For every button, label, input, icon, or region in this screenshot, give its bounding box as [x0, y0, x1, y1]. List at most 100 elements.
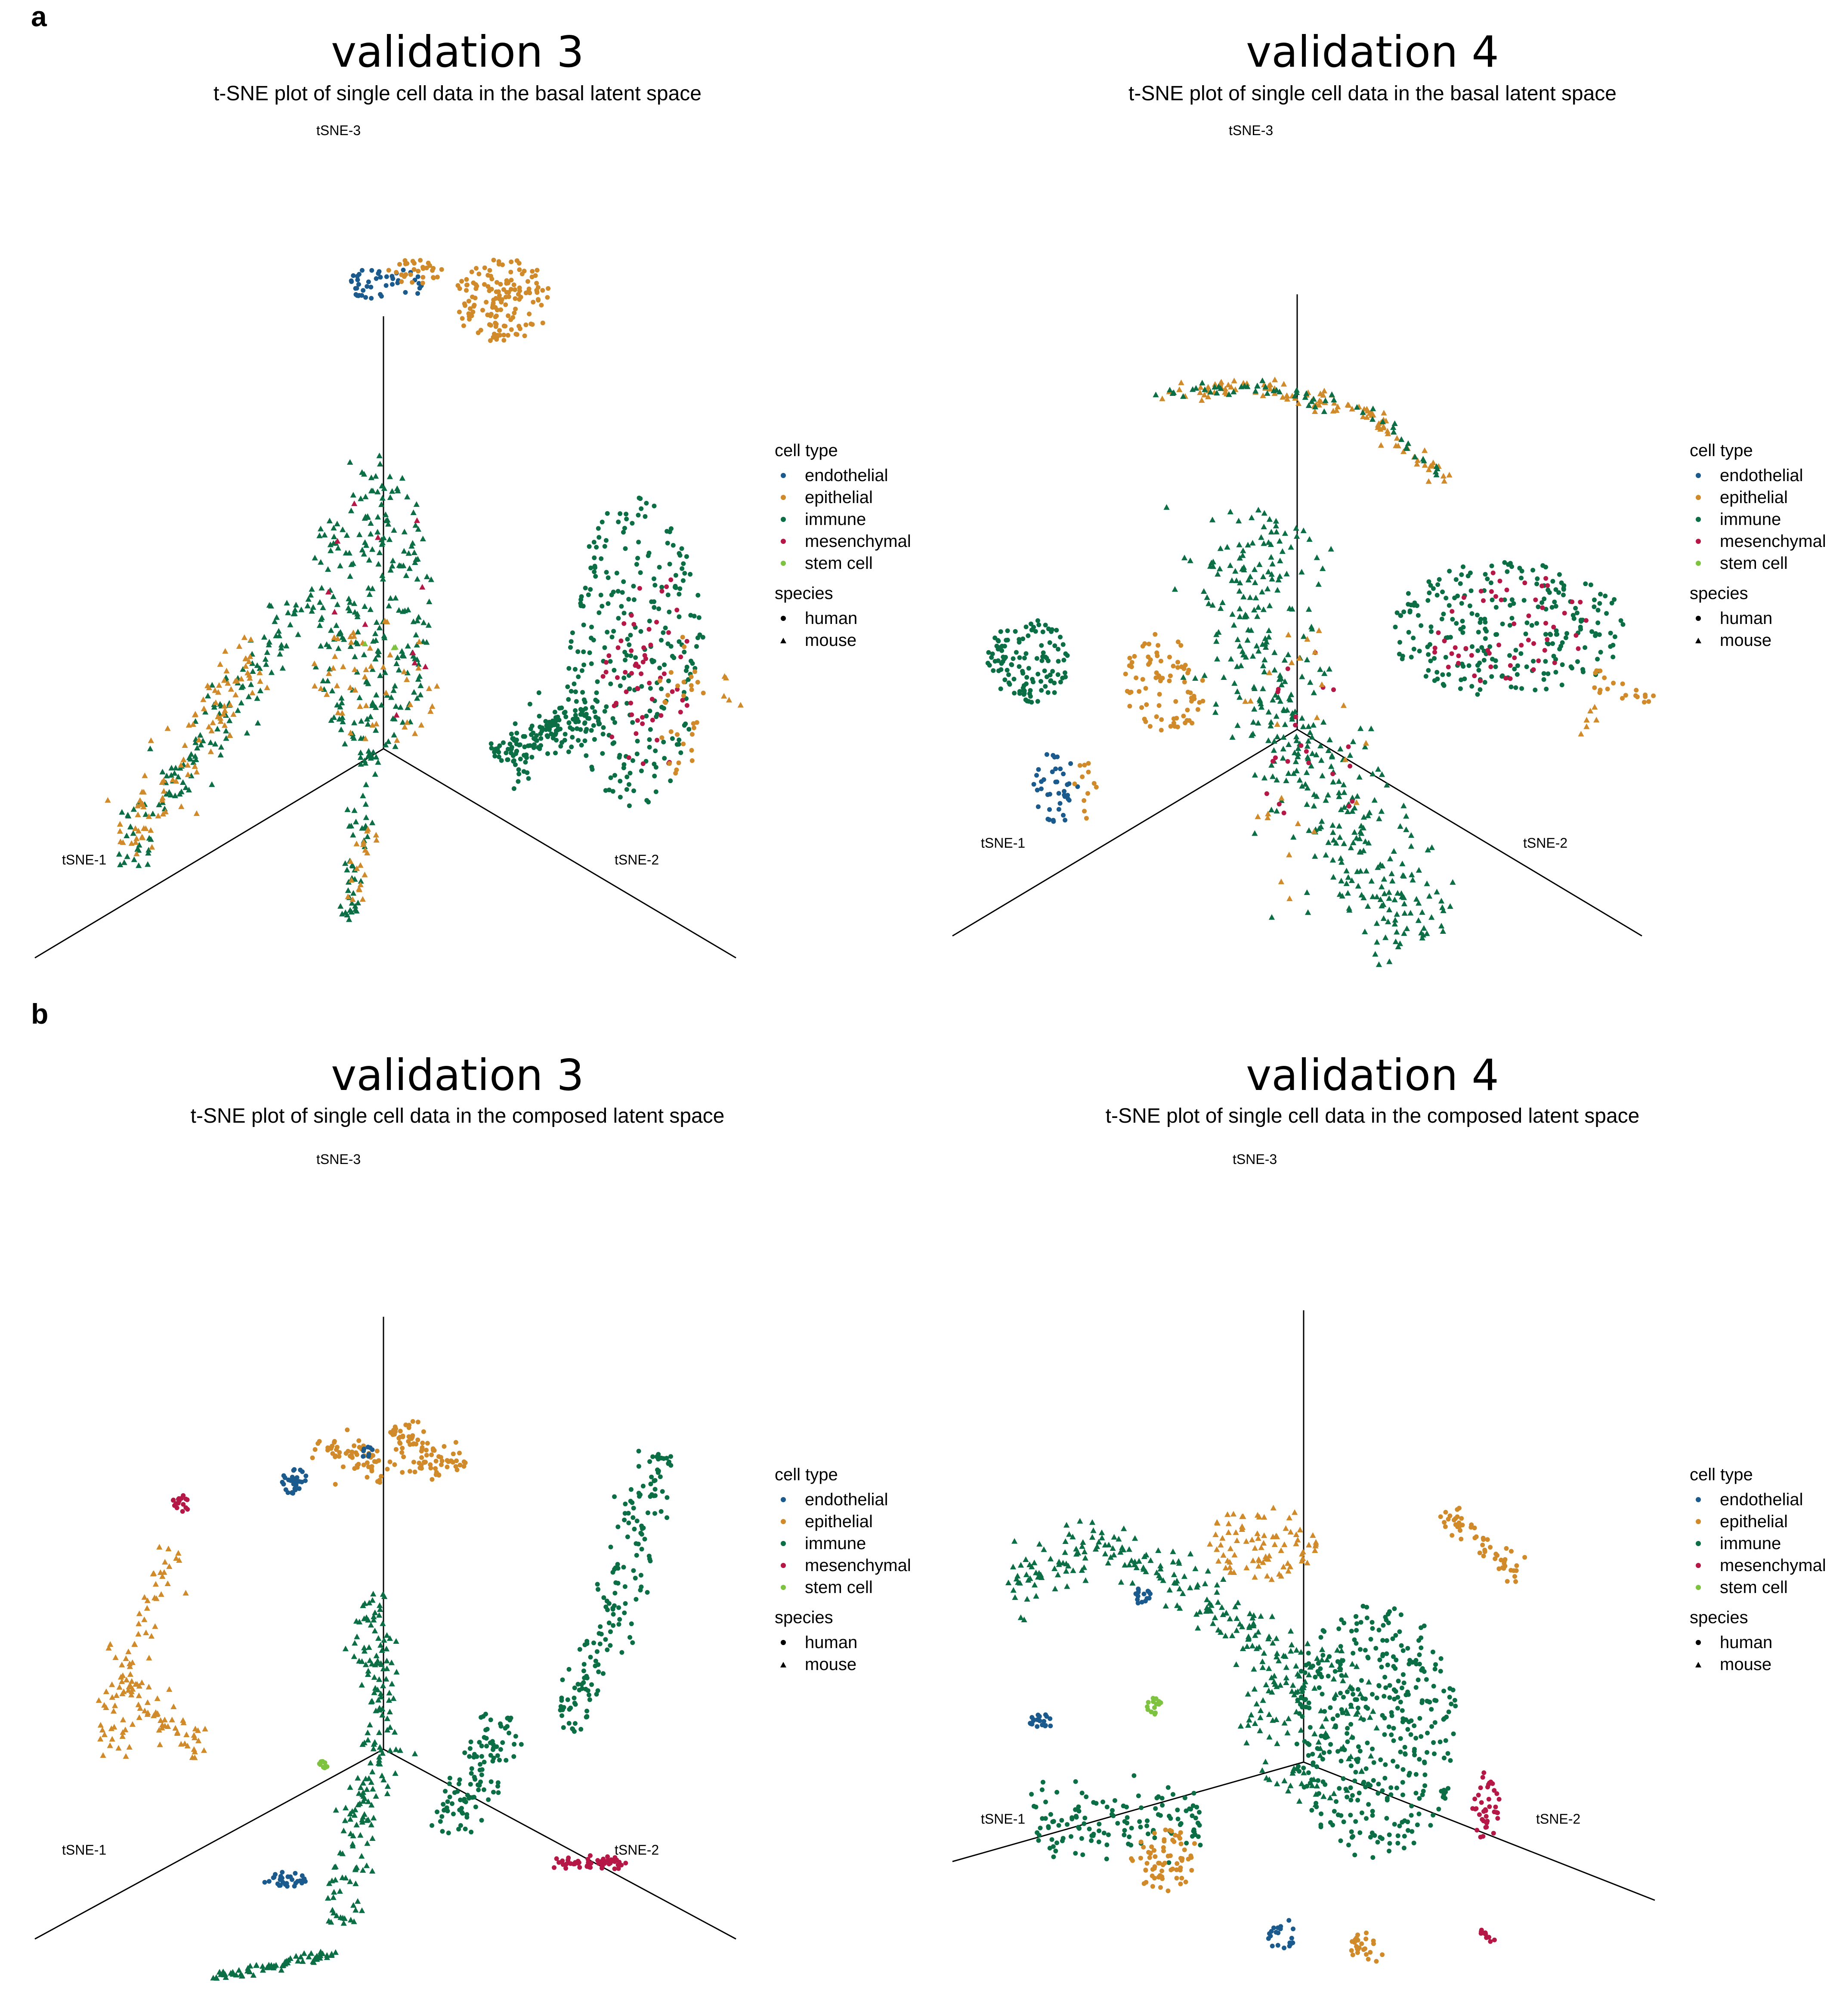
data-point	[144, 1699, 151, 1705]
data-point	[1104, 1804, 1110, 1809]
data-point	[604, 704, 609, 709]
data-point	[1264, 1573, 1270, 1579]
data-point	[584, 753, 589, 758]
data-point	[386, 1708, 393, 1715]
data-point	[1047, 640, 1052, 645]
data-point	[1485, 1537, 1490, 1542]
data-point	[388, 1430, 393, 1435]
data-point	[1268, 571, 1275, 577]
data-point	[295, 1957, 301, 1964]
panel-label-a: a	[31, 0, 47, 32]
data-point	[1304, 743, 1311, 749]
data-point	[1517, 565, 1522, 571]
data-point	[1187, 1584, 1193, 1590]
data-point	[526, 743, 531, 748]
data-point	[349, 1452, 354, 1457]
data-point	[1514, 1568, 1519, 1573]
data-point	[1511, 601, 1516, 606]
data-point	[1273, 1654, 1280, 1660]
data-point	[170, 1703, 177, 1709]
cluster-immune-mouse	[210, 1948, 339, 1981]
data-point	[623, 546, 628, 551]
data-point	[335, 545, 341, 551]
cluster-mesenchymal-human	[170, 1493, 190, 1514]
data-point	[666, 630, 671, 635]
data-point	[195, 1738, 202, 1744]
data-point	[458, 1463, 463, 1468]
chart-title: validation 3	[331, 1050, 584, 1100]
data-point	[1302, 781, 1309, 787]
data-point	[1363, 1936, 1369, 1942]
data-point	[1441, 682, 1446, 687]
data-point	[1405, 1727, 1410, 1732]
data-point	[1570, 599, 1575, 605]
data-point	[1245, 1722, 1252, 1728]
data-point	[1322, 397, 1329, 403]
legend-label: mouse	[1720, 631, 1772, 650]
data-point	[1034, 773, 1039, 778]
data-point	[361, 651, 367, 658]
data-point	[1131, 1535, 1138, 1541]
data-point	[623, 1601, 628, 1606]
data-point	[1178, 1830, 1183, 1835]
data-point	[648, 686, 653, 691]
data-point	[374, 528, 381, 535]
data-point	[1360, 413, 1366, 420]
data-point	[384, 618, 390, 624]
legend-marker	[1696, 1497, 1701, 1502]
triangle-marker-icon	[780, 638, 786, 643]
data-point	[363, 814, 369, 820]
data-point	[1336, 823, 1342, 829]
data-point	[368, 284, 374, 290]
data-point	[1281, 1720, 1288, 1726]
data-point	[490, 1759, 495, 1764]
data-point	[522, 333, 527, 338]
data-point	[535, 297, 541, 302]
data-point	[354, 1633, 360, 1639]
data-point	[1438, 1656, 1444, 1661]
data-point	[381, 634, 388, 640]
data-point	[331, 525, 337, 531]
data-point	[525, 279, 530, 284]
data-point	[1155, 1547, 1162, 1553]
data-point	[119, 1661, 125, 1667]
data-point	[1205, 1568, 1211, 1574]
data-point	[175, 774, 182, 780]
data-point	[354, 613, 361, 619]
data-point	[678, 655, 683, 660]
data-point	[1193, 1584, 1200, 1590]
data-point	[284, 1881, 289, 1886]
data-point	[1241, 567, 1247, 573]
data-point	[1419, 623, 1424, 628]
data-point	[1320, 565, 1326, 571]
data-point	[1447, 568, 1452, 574]
data-point	[1403, 1751, 1408, 1756]
data-point	[675, 683, 680, 688]
triangle-marker-icon	[1695, 1662, 1701, 1667]
data-point	[1003, 655, 1008, 660]
data-point	[285, 1490, 291, 1495]
data-point	[1374, 1959, 1379, 1964]
data-point	[412, 559, 418, 565]
data-point	[337, 704, 343, 710]
data-point	[631, 597, 637, 602]
data-point	[624, 653, 629, 658]
data-point	[657, 678, 662, 683]
data-point	[553, 731, 558, 736]
data-point	[1073, 1551, 1080, 1557]
data-point	[352, 1640, 358, 1646]
data-point	[1335, 1713, 1340, 1718]
data-point	[1220, 1552, 1227, 1558]
data-point	[488, 323, 493, 328]
data-point	[619, 1862, 624, 1868]
data-point	[1030, 679, 1036, 685]
data-point	[362, 801, 369, 807]
data-point	[1062, 670, 1067, 675]
data-point	[1477, 1550, 1482, 1556]
data-point	[1504, 587, 1509, 593]
data-point	[1293, 767, 1300, 774]
data-point	[503, 302, 508, 307]
data-point	[1286, 741, 1292, 747]
data-point	[1167, 655, 1172, 660]
data-point	[1267, 722, 1274, 729]
